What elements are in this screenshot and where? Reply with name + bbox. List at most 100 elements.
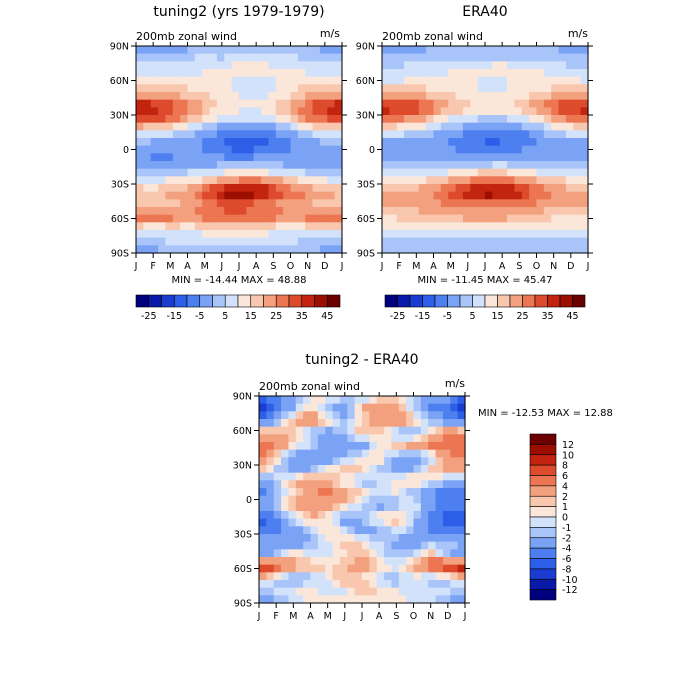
heat-cell — [194, 145, 203, 154]
heat-cell — [420, 472, 429, 481]
heat-cell — [261, 199, 270, 208]
heat-cell — [312, 138, 321, 147]
heat-cell — [253, 61, 262, 70]
heat-cell — [411, 122, 420, 131]
heat-cell — [529, 222, 538, 231]
heat-cell — [391, 426, 400, 435]
heat-cell — [194, 53, 203, 62]
heat-cell — [334, 76, 343, 85]
y-tick-label: 60N — [356, 76, 375, 87]
heat-cell — [426, 53, 435, 62]
heat-cell — [529, 92, 538, 101]
heat-cell — [209, 76, 218, 85]
heat-cell — [492, 99, 501, 108]
heat-cell — [404, 115, 413, 124]
x-tick-label: N — [550, 261, 557, 272]
heat-cell — [172, 99, 181, 108]
heat-cell — [334, 46, 343, 55]
heat-cell — [305, 145, 314, 154]
heat-cell — [384, 518, 393, 527]
heat-cell — [334, 107, 343, 116]
heat-cell — [406, 419, 415, 428]
colorbar-label: -6 — [562, 554, 571, 565]
heat-cell — [295, 534, 304, 543]
heat-cell — [418, 199, 427, 208]
heat-cell — [253, 191, 262, 200]
heat-cell — [180, 176, 189, 185]
heat-cell — [396, 214, 405, 223]
heat-cell — [398, 449, 407, 458]
heat-cell — [253, 46, 262, 55]
heat-cell — [283, 69, 292, 78]
heat-cell — [246, 168, 255, 177]
heat-cell — [418, 214, 427, 223]
heat-cell — [216, 53, 225, 62]
heat-cell — [362, 557, 370, 566]
heat-cell — [339, 457, 348, 466]
colorbar-swatch — [529, 537, 557, 549]
heat-cell — [457, 587, 466, 596]
heat-cell — [426, 61, 435, 70]
x-tick-label: N — [304, 261, 311, 272]
colorbar-label: -15 — [166, 311, 182, 322]
heat-cell — [396, 176, 405, 185]
heat-cell — [310, 572, 319, 581]
heat-cell — [433, 46, 442, 55]
heat-cell — [305, 130, 314, 139]
heat-cell — [404, 130, 413, 139]
heat-cell — [411, 46, 420, 55]
heat-cell — [529, 46, 538, 55]
heat-cell — [165, 99, 174, 108]
panel-units: m/s — [320, 27, 340, 40]
heat-cell — [420, 442, 429, 451]
heat-cell — [573, 168, 582, 177]
heat-cell — [283, 138, 292, 147]
colorbar-swatch — [529, 485, 557, 497]
heat-cell — [384, 488, 393, 497]
heat-cell — [259, 557, 267, 566]
heat-cell — [334, 92, 343, 101]
heat-cell — [455, 46, 464, 55]
heat-cell — [319, 191, 328, 200]
heat-cell — [411, 107, 420, 116]
heat-cell — [558, 122, 567, 131]
heat-cell — [312, 130, 321, 139]
heat-cell — [536, 222, 545, 231]
heat-cell — [404, 161, 413, 170]
heat-cell — [275, 122, 284, 131]
heat-cell — [457, 442, 466, 451]
heat-cell — [418, 161, 427, 170]
heat-cell — [442, 526, 451, 535]
heat-cell — [281, 549, 290, 558]
heat-cell — [418, 92, 427, 101]
heat-cell — [558, 84, 567, 93]
heat-cell — [253, 115, 262, 124]
heat-cell — [455, 153, 464, 162]
heat-cell — [499, 176, 508, 185]
heat-cell — [150, 99, 159, 108]
heat-cell — [558, 245, 567, 254]
heat-cell — [295, 457, 304, 466]
heat-cell — [317, 503, 326, 512]
heat-cell — [275, 191, 284, 200]
colorbar-swatch — [186, 294, 201, 308]
heat-cell — [239, 46, 247, 55]
heat-cell — [558, 230, 567, 239]
heat-cell — [180, 69, 189, 78]
heat-cell — [246, 84, 255, 93]
heat-cell — [450, 595, 459, 604]
heat-cell — [457, 411, 466, 420]
heat-cell — [327, 191, 336, 200]
heat-cell — [194, 230, 203, 239]
heat-cell — [529, 61, 538, 70]
heat-cell — [362, 442, 370, 451]
heat-cell — [283, 61, 292, 70]
heat-cell — [239, 161, 247, 170]
heat-cell — [172, 145, 181, 154]
heat-cell — [396, 115, 405, 124]
heat-cell — [180, 191, 189, 200]
heat-cell — [310, 442, 319, 451]
heat-cell — [150, 145, 159, 154]
heat-cell — [347, 518, 356, 527]
heat-cell — [389, 184, 398, 193]
